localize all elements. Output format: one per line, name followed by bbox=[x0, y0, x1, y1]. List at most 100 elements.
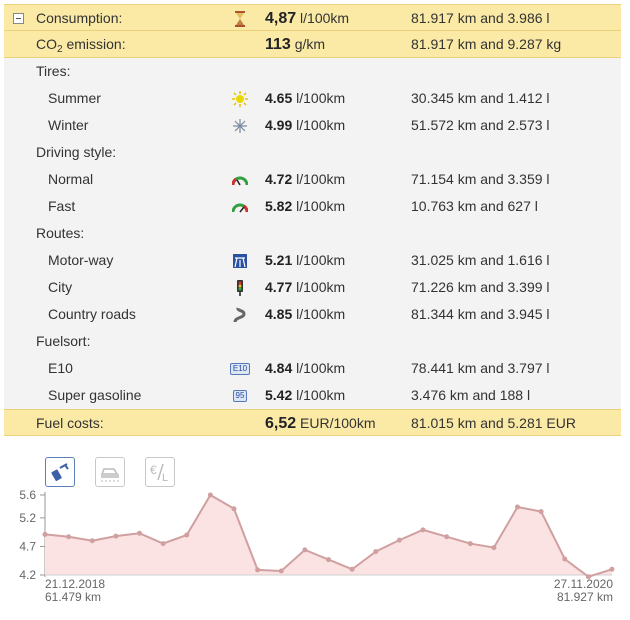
car-tab[interactable] bbox=[95, 457, 125, 487]
svg-text:L: L bbox=[162, 472, 168, 483]
group-header: Tires: bbox=[4, 58, 621, 85]
breakdown-value: 5.21 bbox=[265, 252, 293, 268]
group-header: Routes: bbox=[4, 220, 621, 247]
consumption-table: Consumption: 4,87 l/100km 81.917 km and … bbox=[4, 4, 621, 436]
breakdown-unit: l/100km bbox=[296, 306, 346, 322]
breakdown-row: Country roads 4.85 l/100km 81.344 km and 3… bbox=[4, 301, 621, 328]
data-point[interactable] bbox=[255, 567, 261, 573]
breakdown-value: 4.77 bbox=[265, 279, 293, 295]
breakdown-row: Fast 5.82 l/100km 10.763 km and 627 l bbox=[4, 193, 621, 220]
group-title: Tires: bbox=[36, 63, 71, 79]
data-point[interactable] bbox=[160, 541, 166, 547]
breakdown-value: 5.82 bbox=[265, 198, 293, 214]
chart-start-label: 21.12.2018 61.479 km bbox=[45, 578, 105, 604]
data-point[interactable] bbox=[420, 527, 426, 533]
data-point[interactable] bbox=[302, 547, 308, 553]
data-point[interactable] bbox=[515, 504, 520, 510]
breakdown-label: Summer bbox=[48, 90, 101, 106]
data-point[interactable] bbox=[444, 534, 450, 540]
collapse-toggle[interactable] bbox=[13, 13, 24, 24]
data-point[interactable] bbox=[585, 574, 591, 580]
data-point[interactable] bbox=[113, 533, 119, 539]
breakdown-label: Country roads bbox=[48, 306, 136, 322]
y-tick-label: 5.2 bbox=[19, 511, 36, 525]
data-point[interactable] bbox=[207, 492, 213, 498]
data-point[interactable] bbox=[42, 531, 48, 537]
consumption-chart-panel: 5.6 5.2 4.7 4.2 € L 21.12.2018 61.479 km 27… bbox=[0, 448, 630, 620]
data-point[interactable] bbox=[467, 541, 473, 547]
data-point[interactable] bbox=[231, 506, 237, 512]
breakdown-unit: l/100km bbox=[296, 171, 346, 187]
chart-end-km: 81.927 km bbox=[556, 590, 613, 604]
consumption-chart: 5.6 5.2 4.7 4.2 bbox=[19, 488, 615, 582]
chart-end-date: 27.11.2020 bbox=[553, 577, 613, 591]
traffic-light-icon bbox=[229, 274, 251, 301]
breakdown-unit: l/100km bbox=[296, 279, 346, 295]
breakdown-total: 78.441 km and 3.797 l bbox=[411, 360, 550, 376]
snowflake-icon bbox=[229, 112, 251, 139]
consumption-area bbox=[45, 495, 612, 577]
motorway-icon bbox=[229, 247, 251, 274]
data-point[interactable] bbox=[89, 538, 95, 544]
fuel-costs-value: 6,52 bbox=[265, 415, 297, 432]
breakdown-unit: l/100km bbox=[296, 90, 346, 106]
breakdown-label: Super gasoline bbox=[48, 387, 142, 403]
data-point[interactable] bbox=[137, 530, 142, 536]
data-point[interactable] bbox=[66, 534, 72, 540]
breakdown-unit: l/100km bbox=[296, 360, 346, 376]
consumption-unit: l/100km bbox=[300, 10, 350, 26]
group-title: Driving style: bbox=[36, 144, 117, 160]
breakdown-total: 71.226 km and 3.399 l bbox=[411, 279, 550, 295]
breakdown-row: Normal 4.72 l/100km 71.154 km and 3.359 l bbox=[4, 166, 621, 193]
hourglass-icon bbox=[229, 5, 251, 32]
chart-end-label: 27.11.2020 81.927 km bbox=[554, 578, 613, 604]
data-point[interactable] bbox=[562, 556, 568, 562]
breakdown-value: 4.84 bbox=[265, 360, 293, 376]
consumption-row: Consumption: 4,87 l/100km 81.917 km and … bbox=[4, 4, 621, 31]
fuel-pump-tab[interactable] bbox=[45, 457, 75, 487]
breakdown-unit: l/100km bbox=[296, 117, 346, 133]
breakdown-label: Normal bbox=[48, 171, 94, 187]
data-point[interactable] bbox=[491, 545, 497, 551]
breakdown-label: E10 bbox=[48, 360, 73, 376]
data-point[interactable] bbox=[349, 566, 355, 572]
fuel-costs-label: Fuel costs: bbox=[36, 415, 104, 431]
e10-badge-icon: E10 bbox=[229, 355, 251, 382]
breakdown-row: E10 E10 4.84 l/100km 78.441 km and 3.797 l bbox=[4, 355, 621, 382]
breakdown-row: Motor-way 5.21 l/100km 31.025 km and 1.616… bbox=[4, 247, 621, 274]
data-point[interactable] bbox=[538, 509, 544, 515]
breakdown-label: Fast bbox=[48, 198, 76, 214]
gauge-normal-icon bbox=[229, 166, 251, 193]
data-point[interactable] bbox=[326, 557, 331, 563]
data-point[interactable] bbox=[373, 549, 379, 555]
breakdown-unit: l/100km bbox=[296, 198, 346, 214]
fuel-costs-row: Fuel costs: 6,52 EUR/100km 81.015 km and… bbox=[4, 409, 621, 436]
group-title: Routes: bbox=[36, 225, 85, 241]
breakdown-value: 4.85 bbox=[265, 306, 293, 322]
breakdown-total: 10.763 km and 627 l bbox=[411, 198, 538, 214]
group-header: Fuelsort: bbox=[4, 328, 621, 355]
winding-road-icon bbox=[229, 301, 251, 328]
cost-tab[interactable]: € L bbox=[145, 457, 175, 487]
data-point[interactable] bbox=[184, 532, 190, 538]
95-badge-icon: 95 bbox=[229, 382, 251, 409]
co2-row: CO2 emission: 113 g/km 81.917 km and 9.2… bbox=[4, 31, 621, 58]
co2-label: CO2 emission: bbox=[36, 36, 126, 55]
co2-value: 113 bbox=[265, 36, 291, 53]
data-point[interactable] bbox=[396, 537, 402, 543]
breakdown-value: 4.72 bbox=[265, 171, 293, 187]
group-header: Driving style: bbox=[4, 139, 621, 166]
fuel-costs-unit: EUR/100km bbox=[300, 415, 376, 431]
breakdown-row: City 4.77 l/100km 71.226 km and 3.399 l bbox=[4, 274, 621, 301]
data-point[interactable] bbox=[278, 568, 284, 574]
y-tick-label: 5.6 bbox=[19, 488, 36, 502]
chart-start-date: 21.12.2018 bbox=[45, 577, 106, 591]
breakdown-value: 4.65 bbox=[265, 90, 293, 106]
breakdown-total: 30.345 km and 1.412 l bbox=[411, 90, 550, 106]
breakdown-total: 71.154 km and 3.359 l bbox=[411, 171, 550, 187]
data-point[interactable] bbox=[609, 566, 615, 572]
euro-per-liter-icon: € L bbox=[150, 463, 168, 483]
group-title: Fuelsort: bbox=[36, 333, 91, 349]
consumption-total: 81.917 km and 3.986 l bbox=[411, 10, 550, 26]
breakdown-total: 51.572 km and 2.573 l bbox=[411, 117, 550, 133]
